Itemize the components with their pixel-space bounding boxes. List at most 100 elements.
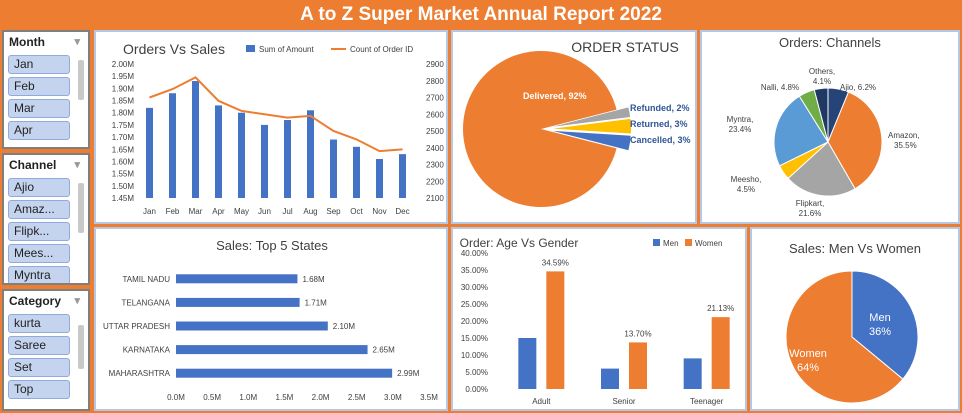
bar-amount: [238, 112, 245, 198]
bar-value-label: 34.59%: [542, 258, 569, 267]
clear-filter-icon[interactable]: ▾: [74, 159, 80, 171]
y-left-tick-label: 1.80M: [112, 109, 135, 118]
y-right-tick-label: 2300: [426, 161, 444, 170]
x-tick-label: Adult: [532, 397, 551, 406]
slicer-item-saree[interactable]: Saree: [8, 336, 70, 355]
y-tick-label: MAHARASHTRA: [109, 369, 171, 378]
channel-slicer-scrollbar[interactable]: [78, 183, 84, 233]
y-left-tick-label: 2.00M: [112, 60, 135, 69]
y-right-tick-label: 2900: [426, 60, 444, 69]
top-states-chart: Sales: Top 5 States TAMIL NADU 1.68M TELANG…: [103, 238, 438, 402]
slice-pct-amazon: 35.5%: [894, 141, 917, 150]
bar-state: [176, 368, 393, 378]
bar-amount: [330, 139, 337, 198]
chart-title: Order: Age Vs Gender: [460, 236, 579, 250]
bar-value-label: 1.71M: [305, 298, 328, 307]
bar-women: [711, 317, 730, 389]
x-tick-label: May: [234, 207, 249, 216]
channel-slicer-title: Channel: [9, 158, 57, 172]
bar-amount: [192, 81, 199, 198]
order-status-panel[interactable]: ORDER STATUS Delivered, 92% Refunded, 2% Re…: [451, 30, 697, 224]
bar-value-label: 13.70%: [624, 329, 651, 338]
slicer-item-amazon[interactable]: Amaz...: [8, 200, 70, 219]
slicer-item-apr[interactable]: Apr: [8, 121, 70, 140]
age-vs-gender-panel[interactable]: Order: Age Vs Gender Men Women 0.00% 5.00% 10…: [451, 227, 747, 411]
slice-label-delivered: Delivered, 92%: [523, 91, 587, 101]
orders-channels-panel[interactable]: Orders: Channels Ajio, 6.2% Amazon, 35.5% Fl…: [700, 30, 960, 224]
pie-slice-cancelled: [552, 130, 631, 151]
y-left-tick-label: 1.55M: [112, 170, 135, 179]
y-tick-label: 20.00%: [461, 317, 488, 326]
slice-label-refunded: Refunded, 2%: [630, 103, 690, 113]
x-tick-label: 3.0M: [384, 393, 402, 402]
bar-value-label: 2.10M: [333, 322, 356, 331]
pie-slice-women: [785, 270, 904, 404]
slice-pct-others: 4.1%: [813, 77, 831, 86]
y-tick-label: 10.00%: [461, 351, 488, 360]
slicer-item-top[interactable]: Top: [8, 380, 70, 399]
bar-amount: [307, 110, 314, 198]
category-slicer-title: Category: [9, 294, 62, 308]
slice-pct-myntra: 23.4%: [729, 125, 752, 134]
x-tick-label: 2.5M: [348, 393, 366, 402]
slicer-item-mar[interactable]: Mar: [8, 99, 70, 118]
y-tick-label: KARNATAKA: [123, 346, 171, 355]
slicer-item-jan[interactable]: Jan: [8, 55, 70, 74]
channel-slicer[interactable]: Channel ▾ Ajio Amaz... Flipk... Mees... M…: [2, 153, 90, 285]
age-vs-gender-chart: Order: Age Vs Gender Men Women 0.00% 5.00% 10…: [460, 236, 735, 406]
bar-state: [176, 297, 300, 307]
bar-amount: [399, 154, 406, 198]
month-slicer[interactable]: Month ▾ Jan Feb Mar Apr: [2, 30, 90, 149]
y-tick-label: 40.00%: [461, 249, 488, 258]
slice-pct-meesho: 4.5%: [737, 185, 755, 194]
x-tick-label: Jun: [258, 207, 271, 216]
bar-amount: [353, 146, 360, 198]
x-tick-label: Aug: [303, 207, 317, 216]
y-right-tick-label: 2500: [426, 127, 444, 136]
y-tick-label: 35.00%: [461, 266, 488, 275]
bar-men: [601, 368, 619, 389]
legend-label-men: Men: [663, 239, 679, 248]
men-vs-women-chart: Sales: Men Vs Women Men 36% Women 64%: [785, 241, 921, 404]
legend-swatch-amount: [246, 45, 255, 52]
category-slicer[interactable]: Category ▾ kurta Saree Set Top: [2, 289, 90, 411]
x-tick-label: Nov: [372, 207, 386, 216]
slice-label-cancelled: Cancelled, 3%: [630, 135, 691, 145]
men-vs-women-panel[interactable]: Sales: Men Vs Women Men 36% Women 64%: [750, 227, 960, 411]
x-tick-label: Teenager: [690, 397, 724, 406]
y-left-tick-label: 1.95M: [112, 72, 135, 81]
slicer-item-myntra[interactable]: Myntra: [8, 266, 70, 283]
slicer-item-feb[interactable]: Feb: [8, 77, 70, 96]
pie-slice-men: [851, 270, 919, 380]
category-slicer-scrollbar[interactable]: [78, 325, 84, 369]
x-tick-label: 1.5M: [276, 393, 294, 402]
line-order-count: [149, 76, 403, 153]
top-states-panel[interactable]: Sales: Top 5 States TAMIL NADU 1.68M TELANG…: [94, 227, 448, 411]
pie-slice-myntra: [773, 95, 829, 167]
slicer-item-flipkart[interactable]: Flipk...: [8, 222, 70, 241]
clear-filter-icon[interactable]: ▾: [74, 36, 80, 48]
x-tick-label: 0.5M: [203, 393, 221, 402]
month-slicer-scrollbar[interactable]: [78, 60, 84, 100]
slicer-item-meesho[interactable]: Mees...: [8, 244, 70, 263]
x-tick-label: 0.0M: [167, 393, 185, 402]
y-right-tick-label: 2100: [426, 194, 444, 203]
orders-vs-sales-panel[interactable]: Orders Vs Sales Sum of Amount Count of Ord…: [94, 30, 448, 224]
y-left-tick-label: 1.60M: [112, 157, 135, 166]
bar-amount: [261, 124, 268, 198]
x-tick-label: Dec: [395, 207, 409, 216]
slicer-item-kurta[interactable]: kurta: [8, 314, 70, 333]
y-tick-label: 15.00%: [461, 334, 488, 343]
y-left-tick-label: 1.45M: [112, 194, 135, 203]
x-tick-label: Feb: [166, 207, 180, 216]
slice-label-flipkart: Flipkart,: [796, 199, 824, 208]
slicer-item-ajio[interactable]: Ajio: [8, 178, 70, 197]
order-status-chart: ORDER STATUS Delivered, 92% Refunded, 2% Re…: [463, 39, 691, 208]
bar-men: [683, 358, 702, 389]
clear-filter-icon[interactable]: ▾: [74, 295, 80, 307]
slice-label-others: Others,: [809, 67, 835, 76]
x-tick-label: Jul: [282, 207, 292, 216]
bar-women: [546, 271, 565, 389]
slicer-item-set[interactable]: Set: [8, 358, 70, 377]
x-tick-label: Sep: [326, 207, 341, 216]
